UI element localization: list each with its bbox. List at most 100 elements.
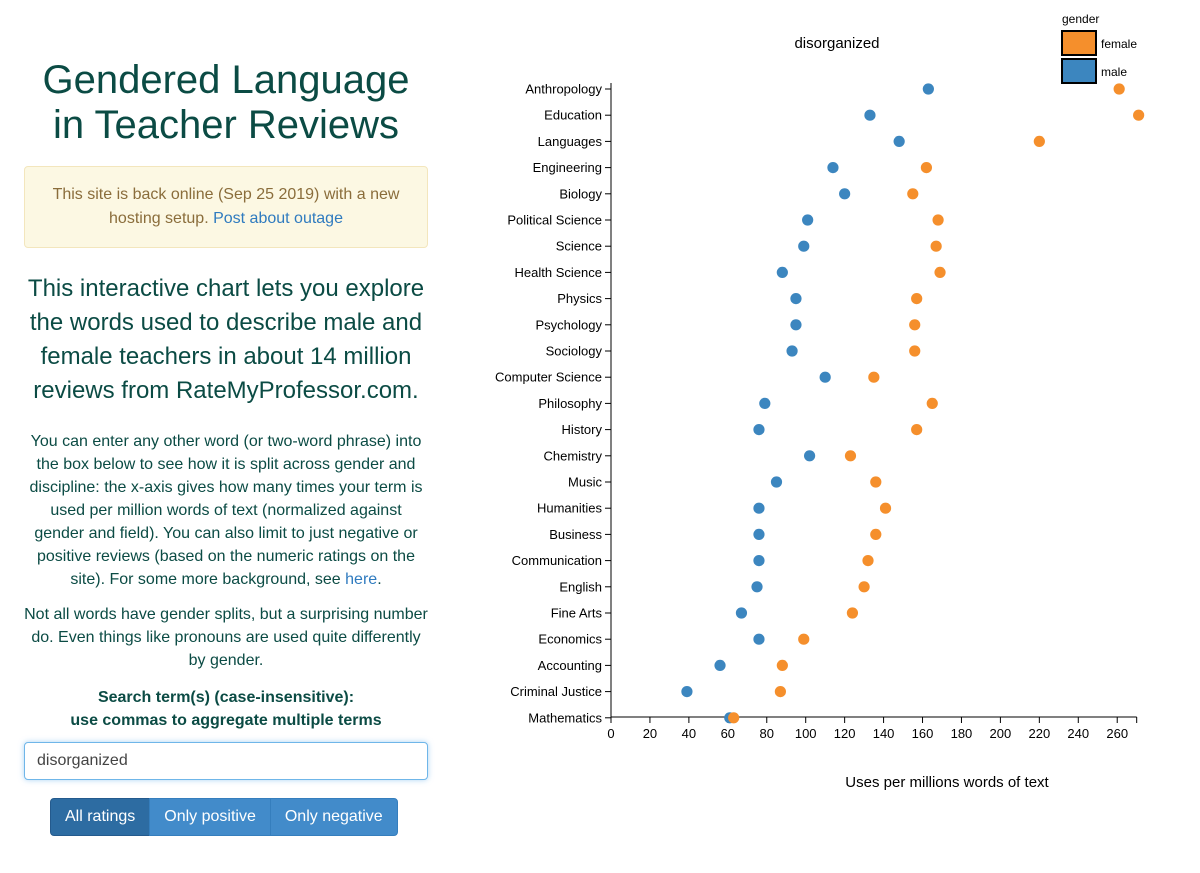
y-tick-label: Biology — [559, 186, 602, 201]
female-point — [870, 528, 882, 541]
male-point — [786, 345, 798, 357]
only-positive-button[interactable]: Only positive — [149, 798, 271, 836]
status-alert: This site is back online (Sep 25 2019) w… — [24, 166, 428, 248]
male-point — [819, 371, 831, 383]
female-point — [846, 607, 859, 619]
y-tick-label: Science — [556, 239, 602, 254]
x-tick-label: 20 — [643, 726, 657, 741]
female-point — [868, 371, 880, 383]
y-tick-label: Education — [544, 108, 602, 123]
female-point — [844, 450, 857, 462]
male-point — [753, 555, 765, 567]
female-point — [798, 633, 810, 645]
male-point — [753, 633, 765, 645]
male-point — [803, 450, 816, 462]
instructions-text: You can enter any other word (or two-wor… — [24, 430, 428, 591]
male-point — [759, 397, 771, 409]
y-tick-label: History — [562, 422, 603, 437]
dot-plot-chart: disorganized Anthropology Education Languag… — [495, 12, 1145, 791]
y-tick-label: Chemistry — [543, 448, 602, 463]
alert-text: This site is back online (Sep 25 2019) w… — [52, 186, 400, 227]
x-tick-label: 240 — [1067, 726, 1089, 741]
outage-post-link[interactable]: Post about outage — [213, 210, 343, 227]
female-point — [932, 214, 944, 226]
page-title: Gendered Language in Teacher Reviews — [42, 58, 410, 147]
instructions-body: You can enter any other word (or two-wor… — [29, 433, 423, 588]
background-link[interactable]: here — [345, 571, 378, 588]
x-tick-label: 100 — [795, 726, 817, 741]
male-point — [893, 135, 905, 147]
female-point — [728, 712, 740, 724]
female-point — [774, 686, 786, 698]
y-tick-label: Fine Arts — [551, 606, 603, 621]
female-point — [858, 581, 870, 593]
intro-lead: This interactive chart lets you explore … — [27, 275, 425, 404]
male-point — [798, 240, 810, 252]
y-tick-label: Physics — [557, 291, 602, 306]
female-point — [1113, 83, 1125, 95]
legend-title: gender — [1062, 12, 1099, 26]
female-point — [1133, 109, 1145, 121]
x-tick-label: 200 — [990, 726, 1012, 741]
y-tick-label: Computer Science — [495, 370, 602, 385]
male-point — [790, 293, 802, 305]
female-point — [909, 345, 921, 357]
ratings-filter: All ratings Only positive Only negative — [50, 798, 428, 836]
y-tick-label: Mathematics — [528, 710, 602, 725]
male-point — [839, 188, 851, 200]
y-tick-label: Accounting — [538, 658, 602, 673]
all-ratings-button[interactable]: All ratings — [50, 798, 151, 836]
female-point — [776, 659, 788, 672]
x-tick-label: 220 — [1028, 726, 1050, 741]
search-input[interactable] — [24, 742, 428, 780]
search-label: Search term(s) (case-insensitive): use c… — [24, 686, 428, 732]
male-point — [681, 686, 693, 698]
female-point — [909, 319, 921, 331]
male-point — [753, 424, 765, 436]
y-tick-label: Philosophy — [538, 396, 602, 411]
y-tick-label: Languages — [538, 134, 603, 149]
female-point — [930, 240, 942, 252]
legend-swatch-male — [1061, 58, 1097, 84]
x-tick-label: 120 — [834, 726, 856, 741]
instructions-end: . — [377, 571, 382, 588]
female-point — [926, 397, 938, 409]
x-tick-label: 260 — [1106, 726, 1128, 741]
y-tick-label: Communication — [512, 553, 602, 568]
x-tick-label: 140 — [873, 726, 895, 741]
y-tick-label: Business — [549, 527, 602, 542]
y-tick-label: Music — [568, 475, 602, 490]
male-point — [776, 266, 788, 278]
gender-split-note: Not all words have gender splits, but a … — [24, 606, 428, 669]
x-tick-label: 0 — [607, 726, 614, 741]
y-tick-label: Political Science — [507, 213, 602, 228]
male-point — [753, 528, 765, 541]
female-point — [934, 266, 946, 278]
x-tick-label: 160 — [912, 726, 934, 741]
x-tick-label: 60 — [721, 726, 735, 741]
male-point — [714, 659, 726, 672]
x-axis-label: Uses per millions words of text — [845, 774, 1049, 791]
y-tick-label: Criminal Justice — [510, 684, 602, 699]
y-tick-label: Anthropology — [525, 82, 602, 97]
intro-panel: Gendered Language in Teacher Reviews Thi… — [24, 0, 428, 836]
x-tick-label: 180 — [951, 726, 973, 741]
legend-label-male: male — [1101, 65, 1127, 79]
search-label-line-2: use commas to aggregate multiple terms — [70, 712, 382, 729]
female-point — [911, 293, 923, 305]
y-tick-label: Health Science — [515, 265, 602, 280]
female-point — [920, 162, 933, 174]
only-negative-button[interactable]: Only negative — [269, 798, 398, 836]
legend-swatch-female — [1061, 30, 1097, 56]
y-tick-label: Humanities — [537, 501, 603, 516]
female-point — [870, 476, 882, 488]
y-tick-label: Engineering — [533, 160, 602, 175]
male-point — [827, 162, 839, 174]
chart-title: disorganized — [794, 35, 879, 52]
legend-label-female: female — [1101, 37, 1137, 51]
y-tick-label: Economics — [538, 632, 602, 647]
male-point — [922, 83, 934, 95]
female-point — [879, 502, 892, 514]
male-point — [802, 214, 814, 226]
female-point — [1033, 135, 1045, 147]
